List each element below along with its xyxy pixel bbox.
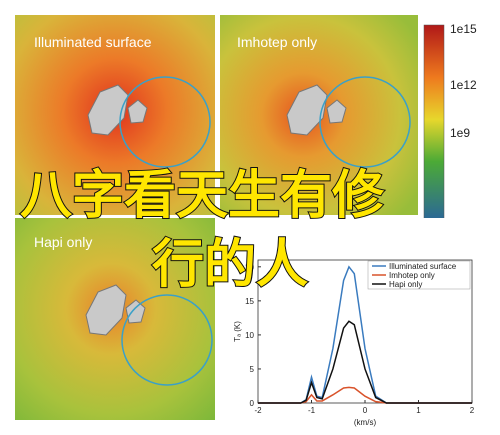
x-tick-label: -1 bbox=[308, 406, 316, 415]
legend-label: Hapi only bbox=[389, 280, 422, 289]
overlay-text: 行的人 bbox=[152, 235, 308, 295]
colorbar-label: 1e15 bbox=[450, 22, 477, 36]
series-line bbox=[258, 386, 472, 404]
y-tick-label: 0 bbox=[250, 399, 255, 408]
comet bbox=[85, 284, 146, 336]
x-tick-label: 2 bbox=[470, 406, 475, 415]
x-tick-label: 1 bbox=[416, 406, 421, 415]
colorbar bbox=[423, 24, 445, 236]
colorbar-label: 1e9 bbox=[450, 126, 470, 140]
x-tick-label: 0 bbox=[363, 406, 368, 415]
orbit-circle bbox=[319, 76, 411, 168]
overlay-text: 八字看天生有修 bbox=[20, 166, 385, 226]
colorbar-label: 1e12 bbox=[450, 78, 477, 92]
y-axis-label: Tₐ (K) bbox=[233, 321, 242, 342]
chart-background bbox=[218, 218, 500, 435]
x-tick-label: -2 bbox=[254, 406, 262, 415]
orbit-circle bbox=[121, 294, 213, 386]
legend-label: Illuminated surface bbox=[389, 262, 457, 271]
series-line bbox=[258, 320, 472, 404]
y-tick-label: 20 bbox=[245, 263, 254, 272]
y-tick-label: 10 bbox=[245, 331, 254, 340]
panel-title: Hapi only bbox=[34, 234, 92, 250]
comet bbox=[286, 84, 347, 136]
y-tick-label: 5 bbox=[250, 365, 255, 374]
y-tick-label: 15 bbox=[245, 297, 254, 306]
panel-title: Imhotep only bbox=[237, 34, 317, 50]
panel-title: Illuminated surface bbox=[34, 34, 152, 50]
orbit-circle bbox=[119, 76, 211, 168]
x-axis-label: (km/s) bbox=[354, 418, 377, 427]
legend-label: Imhotep only bbox=[389, 271, 435, 280]
comet bbox=[87, 84, 148, 136]
